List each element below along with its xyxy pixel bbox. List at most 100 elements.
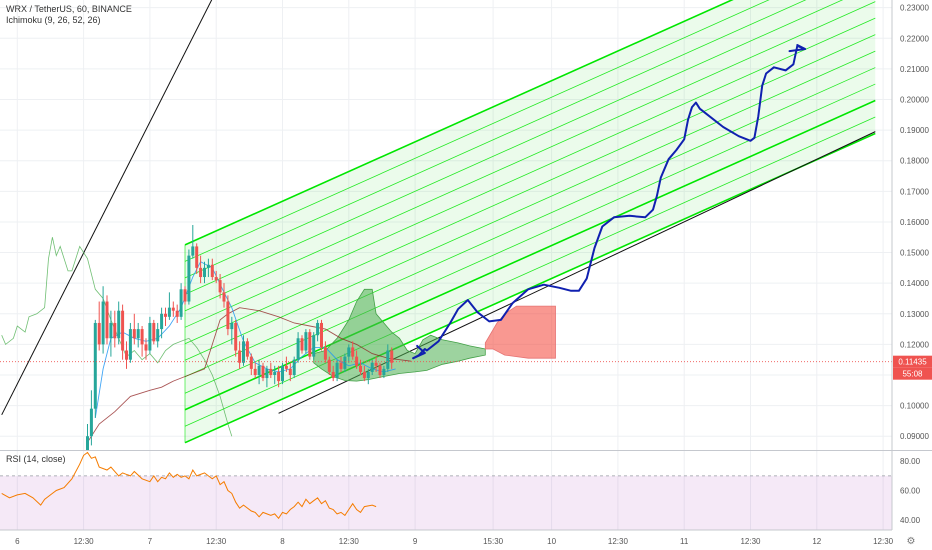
rsi-label[interactable]: RSI (14, close) — [6, 454, 66, 464]
time-tick-label: 12:30 — [339, 537, 360, 546]
upper-trendline[interactable] — [1, 0, 228, 416]
rsi-line — [1, 451, 377, 520]
channel-level-line[interactable] — [184, 1, 876, 312]
conversion-line — [94, 261, 396, 418]
candle-body — [183, 289, 187, 302]
candle-body — [378, 365, 382, 375]
countdown-badge-text: 55:08 — [902, 370, 923, 379]
projection-path[interactable] — [412, 44, 807, 360]
price-tick-label: 0.18000 — [900, 157, 929, 166]
channel-level-line[interactable] — [184, 17, 876, 328]
gear-icon[interactable]: ⚙ — [907, 536, 916, 547]
candle-body — [327, 359, 331, 372]
channel-level-line[interactable] — [184, 0, 875, 279]
channel-level-line[interactable] — [184, 34, 876, 345]
candle-body — [238, 350, 242, 363]
candle-body — [156, 329, 160, 342]
rsi-grid — [16, 451, 884, 530]
candle-body — [347, 347, 351, 357]
candle-body — [331, 371, 335, 379]
candle-body — [320, 322, 323, 348]
candle-body — [390, 350, 394, 363]
candle-body — [214, 277, 218, 281]
price-tick-label: 0.15000 — [900, 249, 929, 258]
price-tick-label: 0.19000 — [900, 126, 929, 135]
candle-body — [140, 329, 144, 345]
candle-body — [160, 313, 164, 330]
main-grid — [0, 0, 892, 450]
candle-body — [206, 264, 210, 268]
candle-body — [144, 344, 148, 351]
time-tick-label: 9 — [413, 537, 418, 546]
time-tick-label: 15:30 — [483, 537, 504, 546]
channel-level-line[interactable] — [184, 83, 876, 394]
time-tick-label: 7 — [148, 537, 153, 546]
candle-body — [203, 267, 206, 278]
price-tick-label: 0.12000 — [900, 340, 929, 349]
price-tick-label: 0.09000 — [900, 432, 929, 441]
candle-body — [362, 371, 366, 379]
candle-body — [175, 310, 179, 317]
price-tick-label: 0.13000 — [900, 310, 929, 319]
candle-body — [359, 365, 362, 372]
candle-body — [117, 310, 121, 339]
price-tick-label: 0.10000 — [900, 402, 929, 411]
candle-body — [167, 307, 171, 317]
fib-channel[interactable] — [184, 0, 876, 444]
candle-body — [335, 362, 339, 379]
candle-body — [191, 246, 195, 256]
candle-body — [351, 347, 355, 357]
candle-body — [312, 335, 316, 357]
candle-body — [300, 338, 304, 351]
symbol-title[interactable]: WRX / TetherUS, 60, BINANCE — [6, 4, 132, 14]
price-tick-label: 0.21000 — [900, 65, 929, 74]
rsi-tick-label: 60.00 — [900, 487, 921, 496]
channel-level-line[interactable] — [184, 0, 875, 295]
price-tick-label: 0.22000 — [900, 34, 929, 43]
candle-body — [199, 267, 203, 278]
candle-body — [171, 307, 175, 311]
candle-body — [277, 371, 281, 382]
channel-level-line[interactable] — [184, 116, 876, 427]
projection-arrowhead-start — [412, 344, 426, 360]
candle-body — [288, 368, 292, 375]
price-axis-bg — [892, 0, 932, 550]
projection-arrowhead-end — [788, 44, 807, 53]
candle-body — [128, 329, 132, 360]
candle-body — [261, 365, 265, 379]
channel-level-line[interactable] — [184, 0, 875, 246]
candle-body — [242, 341, 245, 363]
candle-body — [195, 246, 199, 268]
time-tick-label: 11 — [680, 537, 689, 546]
rsi-band — [0, 475, 892, 530]
candle-body — [109, 322, 113, 339]
rsi-legend: RSI (14, close) — [6, 454, 66, 465]
candle-body — [234, 322, 238, 351]
candle-body — [292, 359, 296, 375]
candle-body — [113, 322, 117, 339]
time-tick-label: 12:30 — [608, 537, 629, 546]
candle-body — [89, 408, 93, 437]
candle-body — [226, 301, 230, 330]
candle-body — [281, 365, 284, 382]
ichimoku-label[interactable]: Ichimoku (9, 26, 52, 26) — [6, 15, 101, 25]
time-tick-label: 8 — [280, 537, 285, 546]
channel-level-line[interactable] — [184, 67, 876, 378]
price-tick-label: 0.17000 — [900, 187, 929, 196]
candle-body — [210, 264, 214, 278]
channel-level-line[interactable] — [184, 0, 875, 262]
countdown-badge — [893, 367, 932, 380]
candle-body — [218, 280, 222, 293]
projection-line[interactable] — [412, 44, 807, 360]
candle-body — [125, 350, 128, 360]
candle-body — [343, 356, 347, 369]
candle-body — [316, 322, 320, 336]
candle-body — [304, 332, 308, 351]
candle-body — [164, 313, 167, 317]
candle-body — [257, 365, 261, 375]
candle-body — [93, 322, 97, 409]
candle-body — [355, 356, 359, 366]
candle-body — [245, 341, 249, 357]
